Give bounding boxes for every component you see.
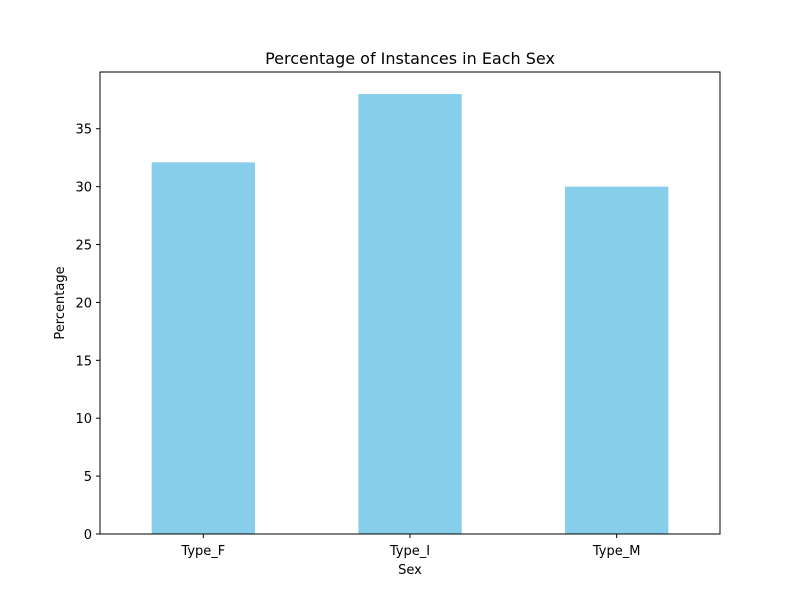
y-tick-label: 15 [75, 354, 92, 369]
bars-layer [151, 94, 669, 534]
y-tick-label: 30 [75, 181, 92, 196]
y-tick-label: 0 [84, 528, 92, 543]
bar-type-f [151, 162, 255, 534]
y-axis-label: Percentage [53, 266, 68, 339]
x-tick-label: Type_M [592, 544, 641, 559]
x-tick-label: Type_F [180, 544, 225, 559]
y-tick-label: 25 [75, 239, 92, 254]
x-axis-label: Sex [398, 563, 422, 578]
x-tick-label: Type_I [389, 544, 430, 559]
y-tick-label: 35 [75, 123, 92, 138]
y-tick-label: 10 [75, 412, 92, 427]
bar-type-m [565, 186, 669, 534]
chart-title: Percentage of Instances in Each Sex [265, 49, 555, 68]
bar-type-i [358, 94, 462, 534]
plot-frame [99, 71, 721, 535]
y-tick-label: 20 [75, 296, 92, 311]
y-tick-label: 5 [84, 470, 92, 485]
ticks-layer: Type_F Type_I Type_M 0 5 10 15 20 25 30 35 [75, 123, 640, 559]
